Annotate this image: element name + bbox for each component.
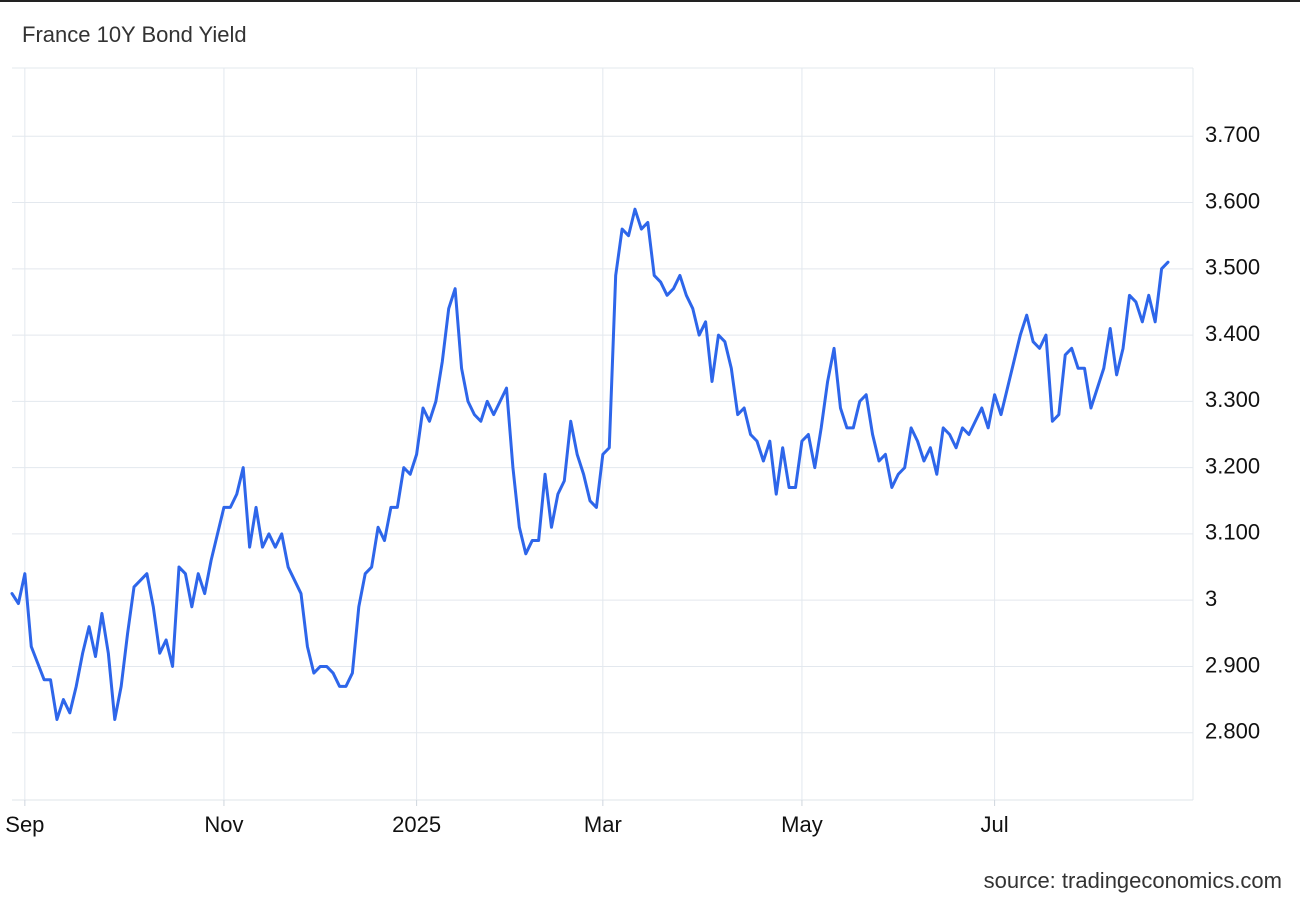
chart-title: France 10Y Bond Yield (22, 22, 247, 47)
y-tick-label: 3.600 (1205, 188, 1260, 213)
y-tick-label: 3.200 (1205, 453, 1260, 478)
x-tick-label: 2025 (392, 812, 441, 837)
source-note: source: tradingeconomics.com (984, 868, 1282, 893)
x-tick-label: Mar (584, 812, 622, 837)
y-tick-label: 3.300 (1205, 387, 1260, 412)
x-tick-label: May (781, 812, 823, 837)
y-tick-label: 3 (1205, 586, 1217, 611)
x-tick-label: Nov (204, 812, 243, 837)
y-tick-label: 3.500 (1205, 255, 1260, 280)
x-tick-label: Jul (981, 812, 1009, 837)
line-series (10, 207, 1170, 721)
x-tick-label: Sep (5, 812, 44, 837)
y-tick-label: 3.100 (1205, 520, 1260, 545)
y-tick-label: 2.800 (1205, 719, 1260, 744)
y-tick-label: 3.700 (1205, 122, 1260, 147)
y-tick-label: 2.900 (1205, 652, 1260, 677)
y-tick-label: 3.400 (1205, 321, 1260, 346)
